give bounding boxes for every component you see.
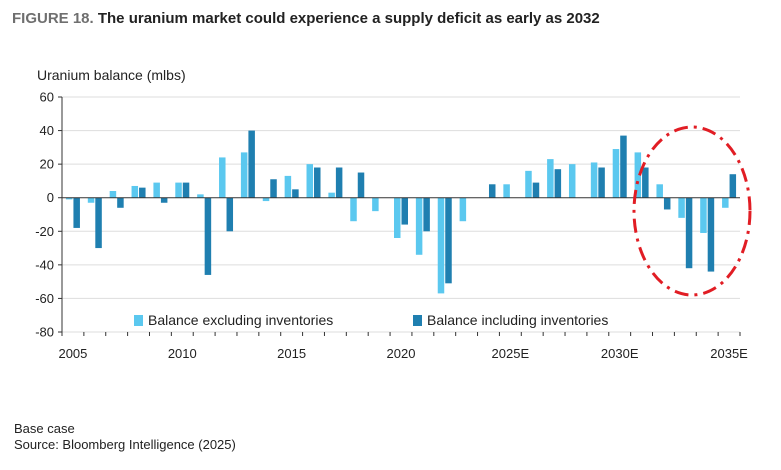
bar-excl-2013: [240, 152, 248, 198]
bar-excl-2008: [131, 185, 139, 198]
figure-title-text: The uranium market could experience a su…: [97, 10, 600, 27]
bar-excl-2011: [197, 194, 204, 198]
uranium-balance-chart: Uranium balance (mlbs) 60 40 20 0 -20 -40 -60 -…: [35, 67, 752, 361]
base-case-note: Base case: [14, 421, 75, 436]
bar-incl-2011: [204, 197, 212, 275]
bar-excl-2010: [175, 182, 182, 198]
gridlines: [62, 96, 740, 333]
y-tick-label: -40: [35, 257, 54, 272]
bar-excl-2030: [612, 149, 620, 198]
bar-incl-2032: [663, 197, 671, 210]
bar-excl-2022: [437, 197, 445, 294]
bar-incl-2016: [314, 167, 321, 198]
x-tick-label: 2035E: [710, 346, 748, 361]
legend-swatch: [134, 315, 143, 326]
y-tick-label: -60: [35, 291, 54, 306]
bar-excl-2014: [262, 197, 270, 202]
y-tick-label: -20: [35, 224, 54, 239]
bar-excl-2016: [306, 164, 314, 198]
bar-incl-2009: [160, 197, 168, 203]
bar-excl-2019: [372, 197, 379, 212]
x-tick-label: 2010: [168, 346, 197, 361]
bar-incl-2034: [707, 197, 715, 272]
bar-incl-2022: [445, 197, 452, 284]
bar-excl-2032: [656, 184, 663, 198]
bar-excl-2029: [590, 162, 598, 198]
bar-excl-2018: [350, 197, 357, 222]
bar-incl-2030: [620, 135, 627, 198]
legend: Balance excluding inventories Balance inc…: [134, 312, 608, 328]
bar-incl-2007: [117, 197, 124, 208]
bar-excl-2009: [153, 182, 160, 198]
bar-excl-2007: [109, 191, 117, 198]
footer: Base case Source: Bloomberg Intelligence…: [14, 421, 236, 453]
bar-excl-2017: [328, 192, 335, 198]
bar-excl-2033: [678, 197, 685, 218]
bar-excl-2012: [219, 157, 226, 198]
bar-incl-2012: [226, 197, 234, 232]
chart-title: FIGURE 18. The uranium market could expe…: [12, 10, 600, 27]
bar-incl-2027: [554, 169, 562, 198]
bar-excl-2027: [547, 159, 554, 198]
bar-incl-2033: [685, 197, 693, 269]
bar-incl-2008: [139, 187, 146, 198]
x-tick-label: 2005: [58, 346, 87, 361]
bar-excl-2034: [700, 197, 707, 233]
y-tick-label: 60: [40, 90, 54, 105]
deficit-highlight-ellipse: [632, 125, 752, 297]
bar-incl-2021: [423, 197, 430, 232]
y-axis-label: Uranium balance (mlbs): [37, 67, 186, 83]
x-axis-ticks: 2005 2010 2015 2020 2025E 2030E 2035E: [58, 332, 748, 361]
legend-label: Balance excluding inventories: [148, 312, 333, 328]
bar-excl-2023: [459, 197, 467, 222]
bar-incl-2031: [642, 167, 649, 198]
x-tick-label: 2015: [277, 346, 306, 361]
bar-incl-2013: [248, 130, 255, 198]
bar-incl-2029: [598, 167, 605, 198]
y-tick-label: -80: [35, 325, 54, 340]
bar-incl-2024: [488, 184, 496, 198]
bars: [65, 130, 737, 294]
source-note: Source: Bloomberg Intelligence (2025): [14, 437, 236, 452]
bar-excl-2031: [634, 152, 642, 198]
bar-excl-2020: [394, 197, 401, 238]
bar-excl-2006: [87, 197, 95, 203]
bar-excl-2005: [65, 197, 73, 200]
x-tick-label: 2025E: [492, 346, 530, 361]
bar-excl-2028: [568, 164, 576, 198]
y-axis-ticks: 60 40 20 0 -20 -40 -60 -80: [35, 90, 62, 340]
bar-incl-2014: [270, 179, 277, 198]
bar-incl-2020: [401, 197, 408, 225]
bar-excl-2021: [415, 197, 423, 255]
bar-incl-2010: [182, 182, 190, 198]
bar-excl-2035: [722, 197, 729, 208]
bar-incl-2026: [532, 182, 540, 198]
bar-incl-2018: [357, 172, 365, 198]
bar-excl-2025: [503, 184, 510, 198]
y-tick-label: 20: [40, 157, 54, 172]
bar-incl-2017: [335, 167, 343, 198]
y-tick-label: 0: [47, 190, 54, 205]
bar-excl-2026: [525, 170, 532, 198]
bar-excl-2015: [284, 175, 292, 198]
x-tick-label: 2030E: [601, 346, 639, 361]
bar-incl-2015: [292, 189, 299, 198]
legend-swatch: [413, 315, 422, 326]
legend-label: Balance including inventories: [427, 312, 608, 328]
bar-incl-2006: [95, 197, 102, 249]
x-tick-label: 2020: [387, 346, 416, 361]
bar-incl-2035: [729, 174, 737, 198]
y-tick-label: 40: [40, 123, 54, 138]
bar-incl-2005: [73, 197, 80, 228]
figure-label: FIGURE 18.: [12, 10, 94, 27]
